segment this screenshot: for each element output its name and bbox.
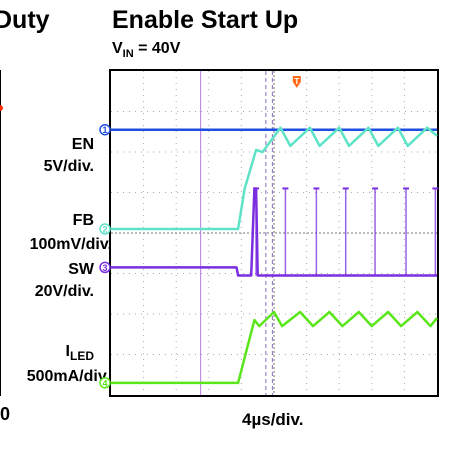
sw-channel-name: SW <box>68 261 94 278</box>
scope-grid <box>111 71 437 395</box>
fb-trace <box>111 126 438 231</box>
time-per-division: 4µs/div. <box>242 410 304 429</box>
left-panel-title-fragment: Duty <box>0 6 50 34</box>
fb-channel-name: FB <box>72 212 94 229</box>
en-channel-marker-label: 1 <box>102 125 107 135</box>
channel-markers: 1 2 3 4 <box>99 123 111 389</box>
sw-channel-marker-icon <box>99 261 111 274</box>
iled-channel-marker-icon <box>99 377 111 389</box>
iled-channel-name: ILED <box>65 343 94 364</box>
fb-channel-marker-icon <box>99 223 111 235</box>
en-channel-marker-icon <box>99 123 111 136</box>
chart-title: Enable Start Up <box>112 6 299 34</box>
trigger-marker-label: T <box>294 77 299 86</box>
iled-channel-marker-label: 4 <box>102 378 107 388</box>
sw-trace <box>111 187 437 277</box>
en-channel-scale: 5V/div. <box>43 158 94 175</box>
left-panel-axis-fragment: 0 <box>0 404 11 424</box>
en-channel-name: EN <box>71 136 94 153</box>
iled-channel-scale: 500mA/div. <box>26 368 110 385</box>
sw-channel-scale: 20V/div. <box>34 283 94 300</box>
iled-trace <box>111 310 438 385</box>
trigger-marker-icon <box>292 76 301 88</box>
scope-cursors: T <box>200 71 301 395</box>
fb-channel-scale: 100mV/div. <box>29 236 112 253</box>
fb-channel-marker-label: 2 <box>102 224 107 234</box>
left-panel-marker <box>0 105 3 111</box>
sw-channel-marker-label: 3 <box>102 263 107 273</box>
scope-traces <box>111 126 439 385</box>
vin-condition: VIN = 40V <box>112 40 181 61</box>
